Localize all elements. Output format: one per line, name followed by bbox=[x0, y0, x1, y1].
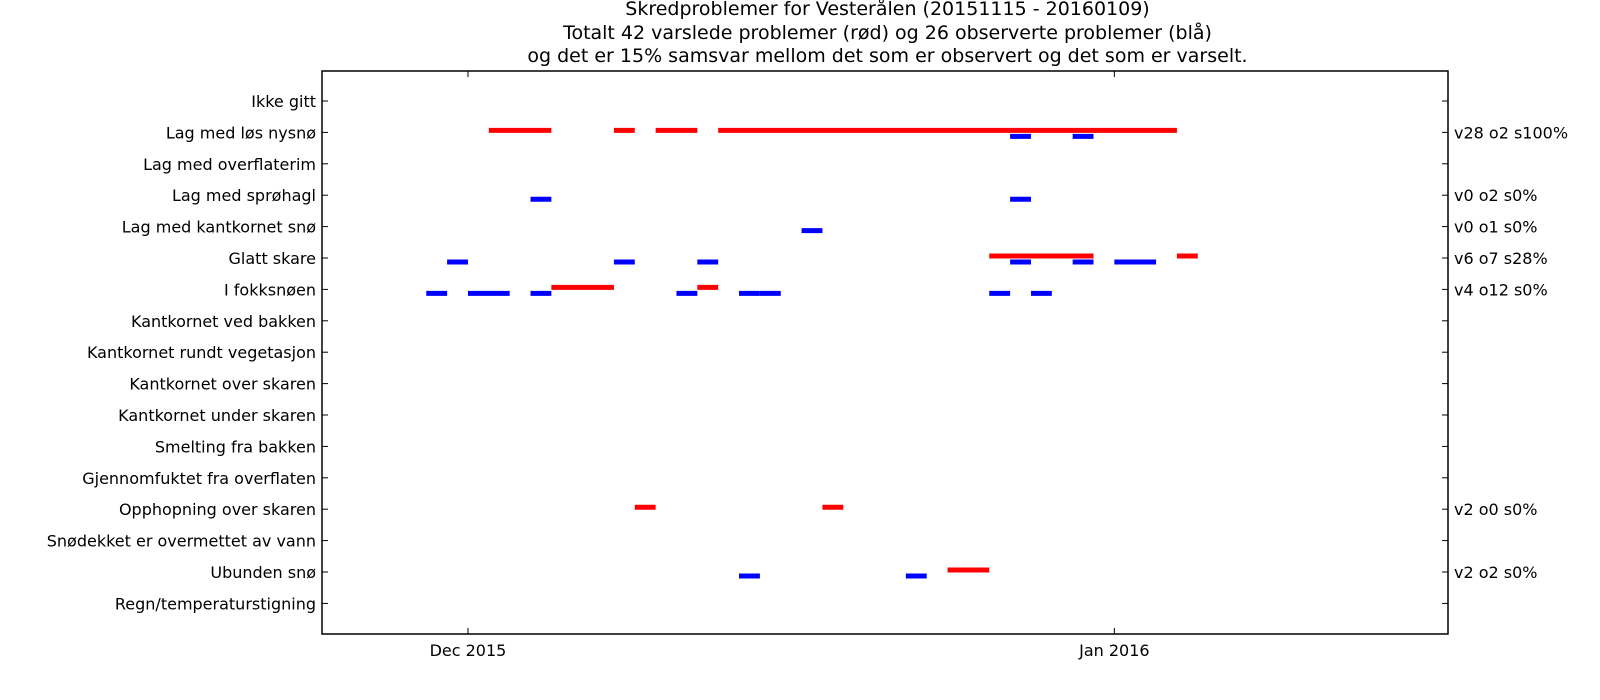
y-tick-label: I fokksnøen bbox=[224, 280, 316, 299]
y-tick-label: Ikke gitt bbox=[251, 92, 316, 111]
x-tick-label: Dec 2015 bbox=[430, 641, 507, 660]
row-summary-label: v28 o2 s100% bbox=[1454, 123, 1568, 142]
y-tick-label: Kantkornet ved bakken bbox=[131, 312, 316, 331]
y-tick-label: Lag med overflaterim bbox=[143, 155, 316, 174]
y-tick-label: Opphopning over skaren bbox=[119, 500, 316, 519]
y-tick-label: Kantkornet under skaren bbox=[118, 406, 316, 425]
row-summary-label: v2 o0 s0% bbox=[1454, 500, 1538, 519]
chart-title-line-2: Totalt 42 varslede problemer (rød) og 26… bbox=[563, 22, 1212, 44]
x-tick-label: Jan 2016 bbox=[1078, 641, 1149, 660]
row-summary-label: v4 o12 s0% bbox=[1454, 280, 1548, 299]
chart-title-line-3: og det er 15% samsvar mellom det som er … bbox=[527, 45, 1248, 67]
row-summary-label: v0 o1 s0% bbox=[1454, 218, 1538, 237]
row-summary-label: v6 o7 s28% bbox=[1454, 249, 1548, 268]
y-tick-label: Regn/temperaturstigning bbox=[115, 594, 316, 613]
y-tick-label: Kantkornet over skaren bbox=[129, 375, 316, 394]
y-tick-label: Smelting fra bakken bbox=[155, 437, 316, 456]
y-tick-label: Lag med sprøhagl bbox=[172, 186, 316, 205]
y-tick-label: Kantkornet rundt vegetasjon bbox=[87, 343, 316, 362]
plot-area bbox=[321, 70, 1449, 635]
y-tick-label: Lag med løs nysnø bbox=[166, 123, 316, 142]
row-summary-label: v2 o2 s0% bbox=[1454, 563, 1538, 582]
y-tick-label: Gjennomfuktet fra overflaten bbox=[82, 469, 316, 488]
row-summary-label: v0 o2 s0% bbox=[1454, 186, 1538, 205]
y-tick-label: Snødekket er overmettet av vann bbox=[47, 532, 316, 551]
y-tick-label: Glatt skare bbox=[229, 249, 316, 268]
y-tick-label: Lag med kantkornet snø bbox=[122, 218, 316, 237]
y-tick-label: Ubunden snø bbox=[210, 563, 316, 582]
chart-title-line-1: Skredproblemer for Vesterålen (20151115 … bbox=[625, 0, 1150, 20]
